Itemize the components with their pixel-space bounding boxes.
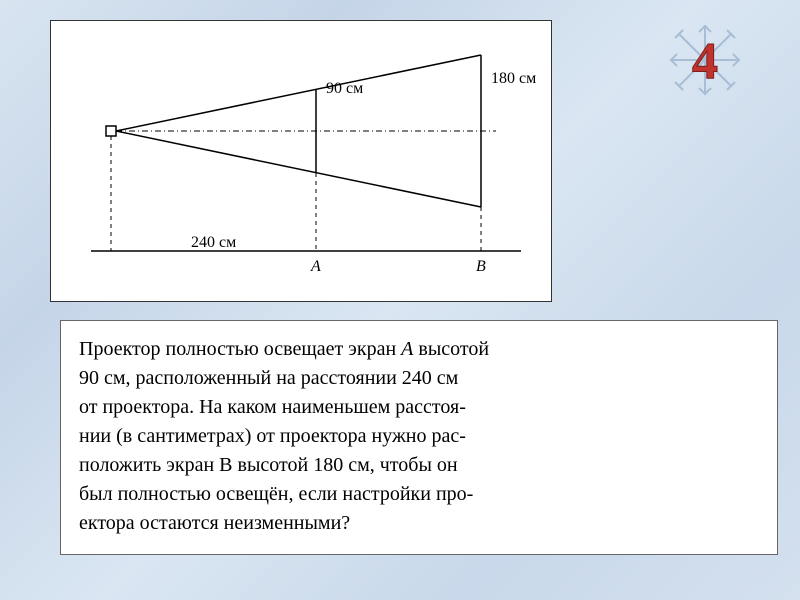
t4: нии (в сантиметрах) от проектора нужно р…	[79, 425, 466, 447]
badge-digit: 4	[692, 33, 718, 90]
label-180cm: 180 см	[491, 70, 536, 87]
problem-text: Проектор полностью освещает экран A высо…	[60, 320, 778, 555]
t3: от проектора. На каком наименьшем рассто…	[79, 396, 466, 418]
label-240cm: 240 см	[191, 234, 236, 251]
badge-svg: 4	[665, 20, 745, 100]
projector-box	[106, 126, 116, 136]
t5: положить экран В высотой 180 см, чтобы о…	[79, 454, 458, 476]
t6: был полностью освещён, если настройки пр…	[79, 483, 473, 505]
t7: ектора остаются неизменными?	[79, 512, 350, 534]
ray-top	[116, 55, 481, 131]
t1b: высотой	[413, 338, 489, 360]
point-a-label: A	[310, 258, 321, 275]
geometry-diagram: 90 см 180 см 240 см A B	[50, 20, 552, 302]
tA: A	[401, 338, 413, 360]
point-b-label: B	[476, 258, 486, 275]
label-90cm: 90 см	[326, 80, 363, 97]
t2: 90 см, расположенный на расстоянии 240 с…	[79, 367, 458, 389]
problem-number-badge: 4	[665, 20, 745, 100]
ray-bottom	[116, 131, 481, 207]
diagram-svg: 90 см 180 см 240 см A B	[51, 21, 551, 301]
page-container: { "diagram": { "type": "geometric-figure…	[0, 0, 800, 600]
t1: Проектор полностью освещает экран	[79, 338, 401, 360]
